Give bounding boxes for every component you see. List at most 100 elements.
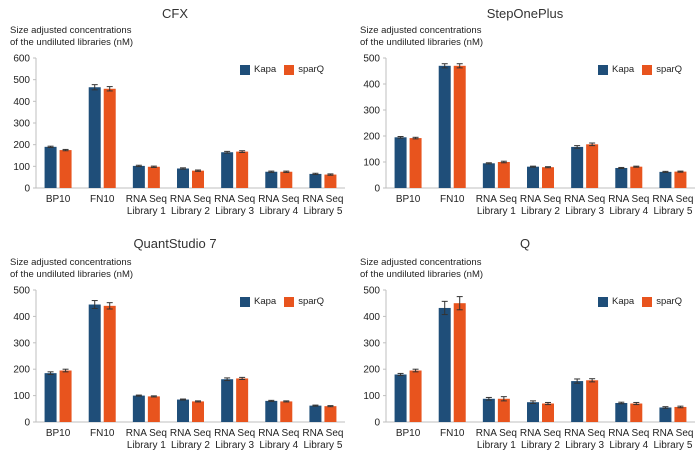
y-tick-label: 200 bbox=[363, 132, 380, 143]
legend-item-sparq: sparQ bbox=[642, 64, 682, 75]
legend-swatch-sparq bbox=[284, 296, 295, 307]
y-tick-label: 0 bbox=[24, 418, 30, 429]
x-tick-label: RNA Seq bbox=[126, 194, 167, 205]
x-tick-label: RNA Seq bbox=[476, 428, 517, 439]
y-tick-label: 0 bbox=[374, 184, 380, 195]
x-tick-label: RNA Seq bbox=[170, 194, 211, 205]
x-tick-label: Library 4 bbox=[259, 440, 298, 451]
legend-label-kapa: Kapa bbox=[612, 64, 635, 75]
y-tick-label: 500 bbox=[363, 54, 380, 65]
bar-sparq bbox=[453, 303, 466, 422]
chart-panel-cfx: CFX Size adjusted concentrations of the … bbox=[0, 0, 350, 228]
x-tick-label: Library 3 bbox=[215, 206, 254, 217]
x-tick-label: Library 1 bbox=[127, 206, 166, 217]
y-axis-label-line-1: Size adjusted concentrations bbox=[360, 25, 482, 36]
x-tick-label: RNA Seq bbox=[126, 428, 167, 439]
y-tick-label: 400 bbox=[363, 80, 380, 91]
legend-swatch-sparq bbox=[642, 64, 653, 75]
bar-sparq bbox=[453, 65, 466, 188]
x-tick-label: Library 4 bbox=[609, 206, 648, 217]
legend-label-kapa: Kapa bbox=[612, 296, 635, 307]
legend-label-sparq: sparQ bbox=[656, 296, 683, 307]
legend-swatch-sparq bbox=[642, 296, 653, 307]
x-tick-label: Library 3 bbox=[565, 440, 604, 451]
x-tick-label: RNA Seq bbox=[652, 194, 693, 205]
bar-sparq bbox=[409, 370, 422, 422]
legend-swatch-kapa bbox=[240, 296, 250, 307]
legend: Kapa sparQ bbox=[598, 296, 682, 307]
bar-sparq bbox=[630, 166, 643, 188]
legend-item-kapa: Kapa bbox=[598, 296, 634, 307]
y-tick-label: 600 bbox=[13, 54, 30, 65]
x-tick-label: RNA Seq bbox=[476, 194, 517, 205]
bar-sparq bbox=[192, 401, 204, 422]
bar-kapa bbox=[438, 65, 451, 188]
bar-sparq bbox=[542, 403, 554, 422]
x-tick-label: Library 3 bbox=[215, 440, 254, 451]
x-tick-label: Library 4 bbox=[609, 440, 648, 451]
bar-kapa bbox=[438, 307, 451, 422]
x-tick-label: RNA Seq bbox=[258, 428, 299, 439]
x-tick-label: Library 2 bbox=[521, 206, 560, 217]
bar-kapa bbox=[44, 373, 57, 422]
x-tick-label: RNA Seq bbox=[608, 194, 649, 205]
bar-kapa bbox=[615, 167, 628, 188]
legend-label-kapa: Kapa bbox=[254, 296, 277, 307]
bar-kapa bbox=[527, 402, 539, 422]
legend-swatch-sparq bbox=[284, 64, 295, 75]
x-tick-label: BP10 bbox=[396, 194, 421, 205]
bar-sparq bbox=[236, 151, 249, 188]
y-tick-label: 500 bbox=[363, 286, 380, 297]
bar-kapa bbox=[571, 381, 584, 422]
bar-sparq bbox=[497, 398, 510, 422]
bar-sparq bbox=[630, 403, 643, 422]
bar-kapa bbox=[265, 400, 278, 422]
bar-kapa bbox=[659, 407, 672, 422]
bar-kapa bbox=[265, 171, 278, 188]
legend-item-sparq: sparQ bbox=[642, 296, 682, 307]
bar-kapa bbox=[88, 87, 101, 188]
legend: Kapa sparQ bbox=[598, 64, 682, 75]
y-tick-label: 200 bbox=[13, 365, 30, 376]
bar-kapa bbox=[88, 304, 101, 422]
chart-title: Q bbox=[519, 236, 531, 251]
x-tick-label: FN10 bbox=[440, 428, 465, 439]
bar-sparq bbox=[542, 167, 554, 188]
chart-panel-q: Q Size adjusted concentrations of the un… bbox=[350, 228, 700, 456]
x-tick-label: BP10 bbox=[46, 194, 71, 205]
bar-sparq bbox=[192, 170, 204, 188]
bar-kapa bbox=[571, 146, 584, 188]
y-axis-label-line-1: Size adjusted concentrations bbox=[10, 257, 132, 268]
x-tick-label: RNA Seq bbox=[564, 194, 605, 205]
y-tick-label: 0 bbox=[374, 418, 380, 429]
legend-item-kapa: Kapa bbox=[240, 296, 276, 307]
y-axis-label-line-2: of the undiluted libraries (nM) bbox=[360, 37, 484, 48]
x-tick-label: RNA Seq bbox=[302, 194, 343, 205]
y-tick-label: 100 bbox=[13, 162, 30, 173]
legend: Kapa sparQ bbox=[240, 296, 324, 307]
x-tick-label: BP10 bbox=[396, 428, 421, 439]
legend-item-sparq: sparQ bbox=[284, 64, 324, 75]
legend-item-kapa: Kapa bbox=[240, 64, 276, 75]
bar-kapa bbox=[132, 395, 145, 422]
bar-sparq bbox=[147, 396, 160, 422]
y-axis-label-line-1: Size adjusted concentrations bbox=[10, 25, 132, 36]
y-tick-label: 100 bbox=[363, 391, 380, 402]
y-tick-label: 200 bbox=[363, 365, 380, 376]
y-tick-label: 400 bbox=[363, 312, 380, 323]
legend-label-sparq: sparQ bbox=[298, 296, 325, 307]
y-axis-label: Size adjusted concentrations of the undi… bbox=[360, 25, 483, 49]
y-tick-label: 500 bbox=[13, 286, 30, 297]
bar-kapa bbox=[659, 171, 672, 188]
bar-sparq bbox=[324, 406, 337, 422]
bar-sparq bbox=[280, 171, 293, 188]
bar-kapa bbox=[482, 398, 495, 422]
x-tick-label: FN10 bbox=[440, 194, 465, 205]
x-tick-label: Library 3 bbox=[565, 206, 604, 217]
y-tick-label: 0 bbox=[24, 184, 30, 195]
chart-panel-quantstudio-7: QuantStudio 7 Size adjusted concentratio… bbox=[0, 228, 350, 456]
